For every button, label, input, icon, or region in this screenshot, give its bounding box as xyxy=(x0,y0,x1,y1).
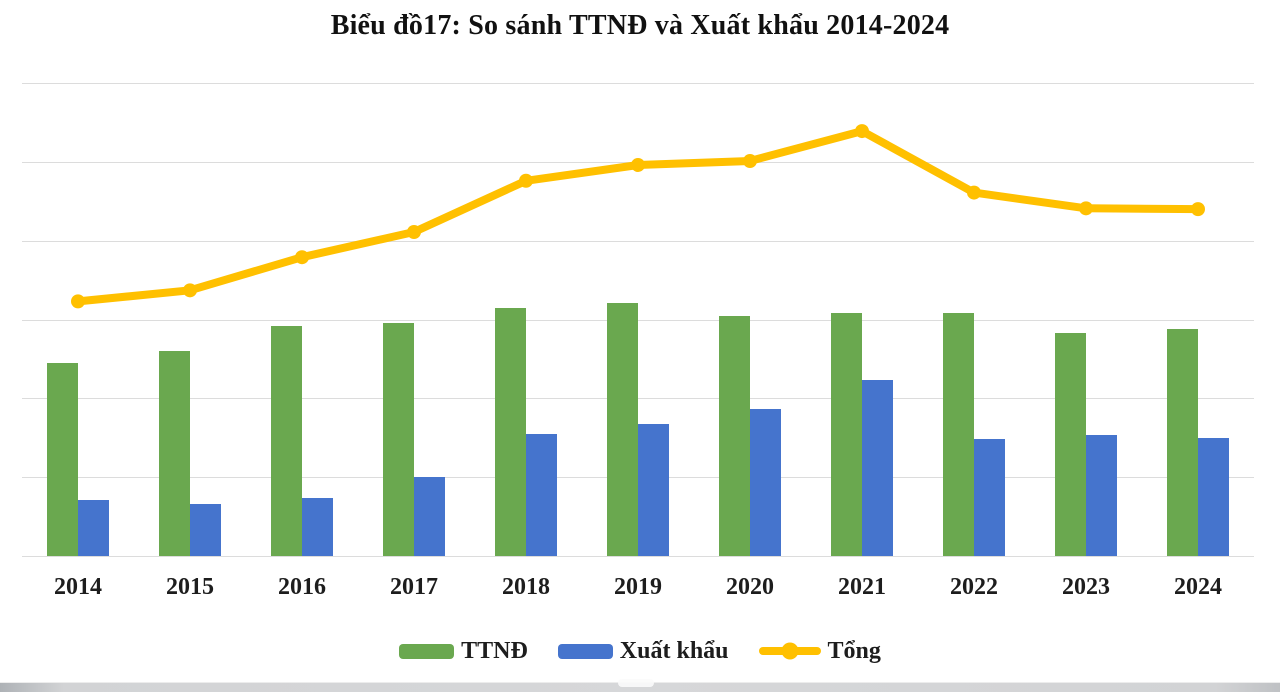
x-axis: 2014 2015 2016 2017 2018 2019 2020 2021 2022 2023… xyxy=(22,574,1254,608)
bar-xuatkhau-2021 xyxy=(862,380,893,556)
total-line-marker-2024 xyxy=(1191,202,1205,217)
plot-area xyxy=(22,83,1254,557)
bar-xuatkhau-2018 xyxy=(526,433,557,556)
total-line-marker-2016 xyxy=(295,250,309,265)
total-line-marker-2017 xyxy=(407,224,421,239)
x-tick-2016: 2016 xyxy=(278,574,326,600)
bar-ttnd-2022 xyxy=(943,313,974,556)
legend-label-ttnd: TTNĐ xyxy=(461,637,528,664)
legend-item-ttnd: TTNĐ xyxy=(399,638,528,665)
legend-label-tong: Tổng xyxy=(827,637,881,664)
x-tick-2017: 2017 xyxy=(390,574,438,600)
bar-ttnd-2023 xyxy=(1055,332,1086,556)
total-line-marker-2014 xyxy=(71,294,85,309)
legend-item-tong: Tổng xyxy=(758,637,881,665)
bar-ttnd-2018 xyxy=(495,308,526,556)
gridline xyxy=(22,319,1254,321)
tong-line-swatch-icon xyxy=(758,642,821,660)
total-line-marker-2015 xyxy=(183,283,197,298)
bar-xuatkhau-2017 xyxy=(414,477,445,556)
x-tick-2015: 2015 xyxy=(166,574,214,600)
total-line-marker-2019 xyxy=(631,157,645,172)
bar-ttnd-2017 xyxy=(383,322,414,556)
x-tick-2023: 2023 xyxy=(1062,574,1110,600)
bar-xuatkhau-2015 xyxy=(190,503,221,556)
bar-ttnd-2015 xyxy=(159,351,190,556)
bar-xuatkhau-2020 xyxy=(750,408,781,556)
bar-ttnd-2021 xyxy=(831,313,862,556)
legend-item-xuatkhau: Xuất khẩu xyxy=(557,637,729,665)
tong-marker-icon xyxy=(781,642,799,660)
bar-xuatkhau-2016 xyxy=(302,497,333,556)
total-line-layer xyxy=(71,124,1205,309)
bar-xuatkhau-2019 xyxy=(638,424,669,556)
bar-ttnd-2020 xyxy=(719,315,750,556)
gridline xyxy=(22,556,1254,557)
total-line-marker-2023 xyxy=(1079,201,1093,216)
gridline xyxy=(22,398,1254,400)
gridline xyxy=(22,83,1254,84)
x-tick-2019: 2019 xyxy=(614,574,662,600)
legend: TTNĐ Xuất khẩu Tổng xyxy=(0,634,1280,668)
bar-xuatkhau-2022 xyxy=(974,439,1005,556)
x-tick-2021: 2021 xyxy=(838,574,886,600)
bar-xuatkhau-2014 xyxy=(78,500,109,556)
x-tick-2022: 2022 xyxy=(950,574,998,600)
ttnd-swatch-icon xyxy=(399,643,455,659)
bar-ttnd-2019 xyxy=(607,302,638,556)
x-tick-2020: 2020 xyxy=(726,574,774,600)
bar-xuatkhau-2024 xyxy=(1198,437,1229,556)
gridline xyxy=(22,240,1254,242)
bar-xuatkhau-2023 xyxy=(1086,435,1117,556)
total-line-marker-2018 xyxy=(519,173,533,188)
total-line xyxy=(74,127,1202,306)
total-line-marker-2022 xyxy=(967,185,981,200)
x-tick-2024: 2024 xyxy=(1174,574,1222,600)
bottom-window-edge xyxy=(0,679,1280,692)
bar-ttnd-2016 xyxy=(271,325,302,556)
chart-title: Biểu đồ17: So sánh TTNĐ và Xuất khẩu 201… xyxy=(330,10,950,41)
bar-ttnd-2024 xyxy=(1167,328,1198,556)
x-tick-2014: 2014 xyxy=(54,574,102,600)
total-line-marker-2021 xyxy=(855,124,869,139)
bottom-notch xyxy=(618,679,654,687)
legend-label-xuatkhau: Xuất khẩu xyxy=(619,637,729,664)
total-line-marker-2020 xyxy=(743,154,757,169)
bar-ttnd-2014 xyxy=(47,362,78,556)
x-tick-2018: 2018 xyxy=(502,574,550,600)
xuatkhau-swatch-icon xyxy=(557,643,613,659)
